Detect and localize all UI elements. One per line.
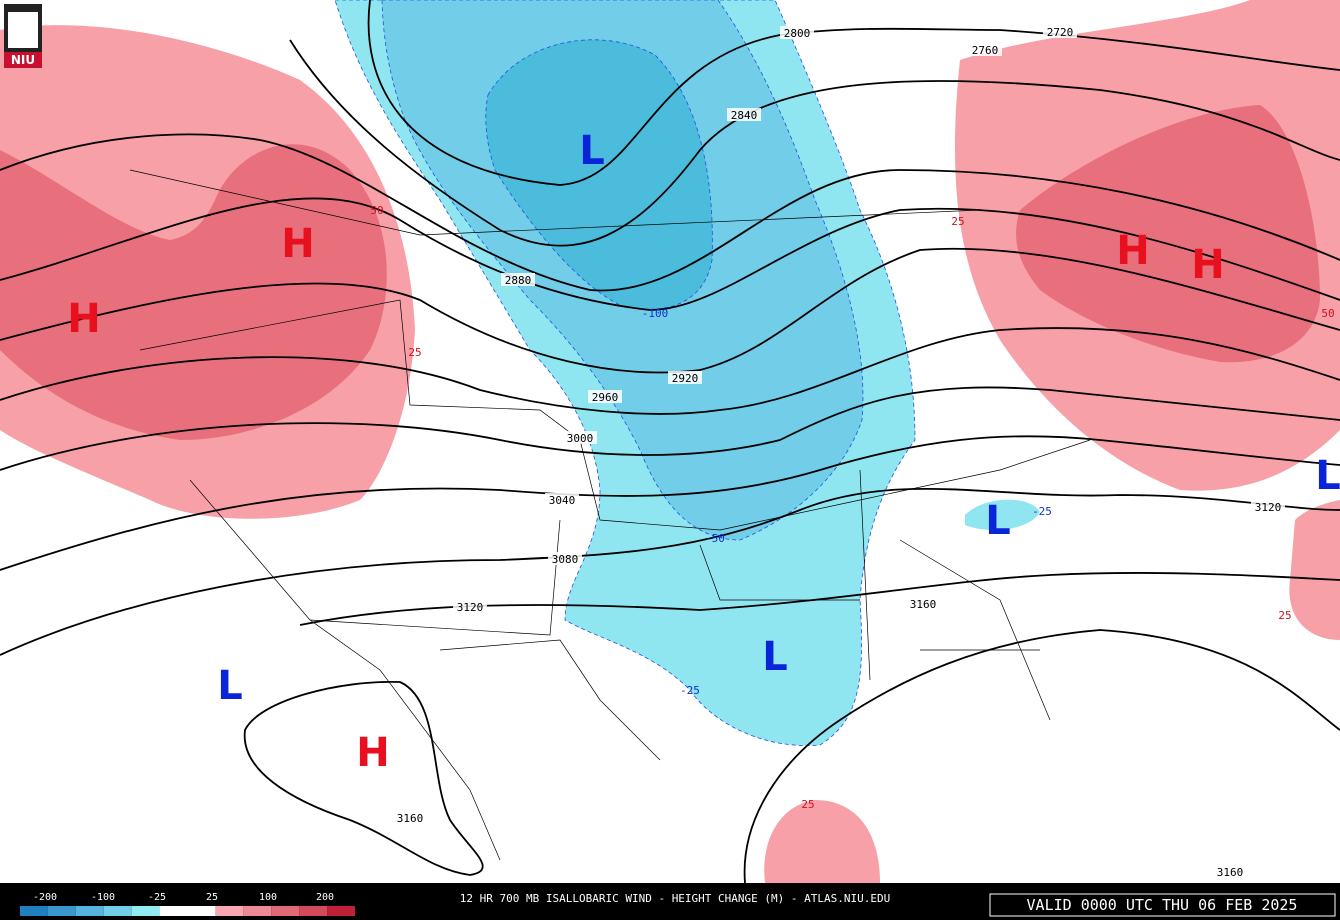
label-backing [906, 597, 940, 610]
label-backing [1251, 500, 1285, 513]
pressure-center: L [762, 634, 788, 680]
change-label: -50 [705, 532, 725, 545]
height-contour [0, 197, 1340, 311]
pressure-center: H [1116, 228, 1149, 274]
valid-box [989, 893, 1336, 917]
pressure-center: H [67, 296, 100, 342]
pressure-center: H [281, 221, 314, 267]
pressure-center: H [356, 730, 389, 776]
label-backing [563, 431, 597, 444]
height-label: 2720 [1047, 26, 1074, 39]
height-contour [0, 487, 1340, 656]
legend-swatch [159, 906, 188, 916]
height-contour [0, 386, 1340, 471]
rise-region [764, 800, 880, 883]
pressure-center: L [1315, 453, 1340, 499]
footer-title: 12 HR 700 MB ISALLOBARIC WIND - HEIGHT C… [460, 892, 890, 905]
height-contour [743, 629, 1340, 884]
height-label: 2920 [672, 372, 699, 385]
label-backing [501, 273, 535, 286]
rise-region-strong [0, 144, 387, 440]
change-label: -25 [1032, 505, 1052, 518]
label-backing [1043, 25, 1077, 38]
change-label: 25 [408, 346, 421, 359]
legend-swatch [271, 906, 300, 916]
legend-swatch [75, 906, 104, 916]
height-label: 2840 [731, 109, 758, 122]
change-label: -100 [642, 307, 669, 320]
logo-text: NIU [11, 53, 35, 67]
legend-label: -100 [91, 892, 115, 903]
label-backing [1213, 865, 1247, 878]
legend-swatch [327, 906, 355, 916]
change-label: 50 [1321, 307, 1334, 320]
border [129, 169, 1091, 861]
rise-region [1289, 500, 1340, 640]
height-label: 2760 [972, 44, 999, 57]
fall-region [965, 499, 1040, 531]
height-label: 3120 [457, 601, 484, 614]
pressure-center: L [985, 498, 1011, 544]
legend-label: 25 [206, 892, 218, 903]
height-label: 3000 [567, 432, 594, 445]
height-label: 3120 [1255, 501, 1282, 514]
label-backing [968, 43, 1002, 56]
pressure-center: L [217, 663, 243, 709]
label-backing [548, 552, 582, 565]
height-label: 2960 [592, 391, 619, 404]
legend-swatch [187, 906, 216, 916]
height-contour [243, 681, 484, 876]
valid-time: VALID 0000 UTC THU 06 FEB 2025 [1027, 896, 1298, 914]
height-contour [0, 247, 1340, 374]
legend-swatch [215, 906, 244, 916]
legend-swatch [131, 906, 160, 916]
height-label: 3160 [397, 812, 424, 825]
legend-label: -200 [33, 892, 57, 903]
change-label: 25 [801, 798, 814, 811]
height-label: 3160 [1217, 866, 1244, 879]
height-contour [367, 0, 1340, 186]
height-contour [289, 39, 1340, 247]
change-label: -25 [680, 684, 700, 697]
height-label: 2880 [505, 274, 532, 287]
fall-region-strong [485, 39, 713, 310]
height-label: 3160 [910, 598, 937, 611]
legend-label: 100 [259, 892, 277, 903]
pressure-center: H [1191, 242, 1224, 288]
legend-label: 200 [316, 892, 334, 903]
label-backing [545, 493, 579, 506]
label-backing [453, 600, 487, 613]
label-backing [393, 811, 427, 824]
legend-label: -25 [148, 892, 166, 903]
height-label: 2800 [784, 27, 811, 40]
rise-region-strong [1016, 105, 1320, 363]
label-backing [668, 371, 702, 384]
logo-tower [8, 12, 38, 48]
change-label: 25 [1278, 609, 1291, 622]
pressure-center: L [579, 128, 605, 174]
height-label: 3080 [552, 553, 579, 566]
legend-swatch [103, 906, 132, 916]
label-backing [727, 108, 761, 121]
legend-swatch [299, 906, 328, 916]
legend-swatch [243, 906, 272, 916]
legend-swatch [20, 906, 48, 916]
height-contour [0, 133, 1340, 292]
change-label: 50 [370, 204, 383, 217]
height-label: 3040 [549, 494, 576, 507]
height-contour [0, 435, 1340, 571]
label-backing [588, 390, 622, 403]
logo-band [4, 52, 42, 68]
change-label: 25 [951, 215, 964, 228]
label-backing [780, 26, 814, 39]
legend-swatch [47, 906, 76, 916]
height-contour [0, 327, 1340, 415]
